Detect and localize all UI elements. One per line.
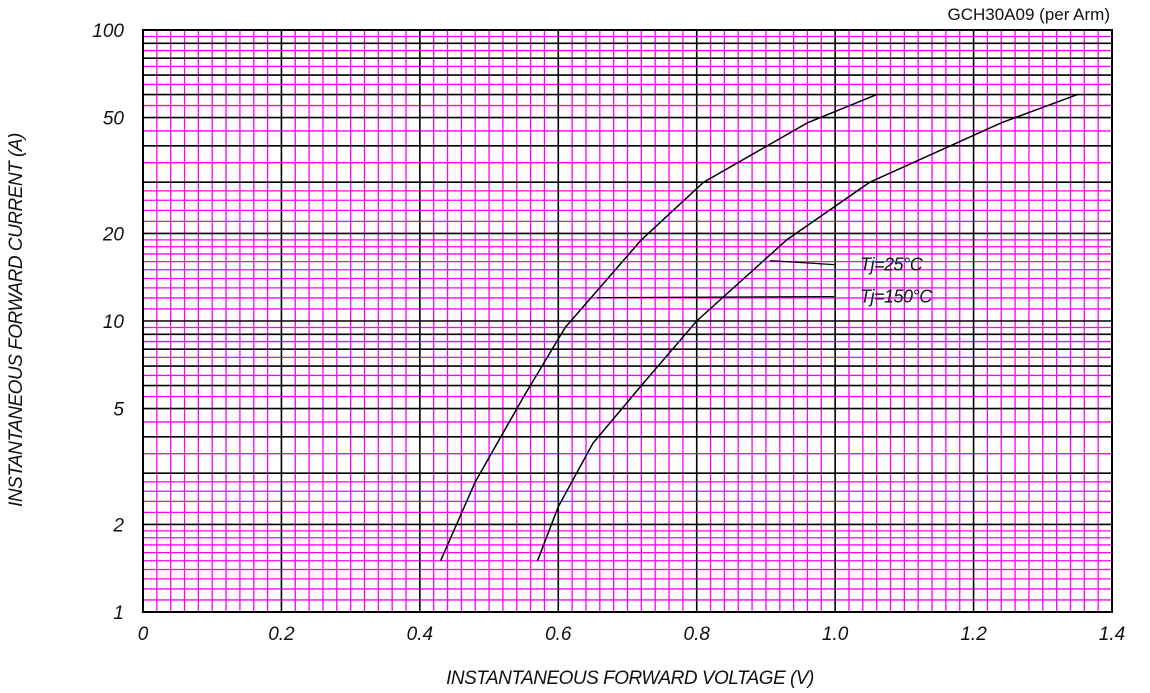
y-tick-label: 10 xyxy=(103,312,125,333)
annotation-label: Tj=25°C xyxy=(860,255,924,275)
x-tick-label: 0.6 xyxy=(545,624,572,645)
y-tick-label: 50 xyxy=(103,109,125,130)
x-tick-label: 0.8 xyxy=(684,624,711,645)
y-tick-label: 20 xyxy=(102,224,125,245)
y-tick-label: 100 xyxy=(92,21,124,42)
annotation-label: Tj=150°C xyxy=(860,287,933,307)
y-axis-title: INSTANTANEOUS FORWARD CURRENT (A) xyxy=(6,133,27,507)
x-tick-label: 1.4 xyxy=(1099,624,1125,645)
x-axis-title: INSTANTANEOUS FORWARD VOLTAGE (V) xyxy=(446,668,814,689)
x-tick-label: 0.2 xyxy=(268,624,295,645)
series-line-1 xyxy=(439,93,877,562)
chart-title: GCH30A09 (per Arm) xyxy=(948,5,1111,24)
x-tick-label: 0.4 xyxy=(407,624,433,645)
annotations: Tj=25°C Tj=150°C xyxy=(596,255,934,307)
series-line-0 xyxy=(536,93,1078,562)
tick-labels: 0 0.2 0.4 0.6 0.8 1.0 1.2 1.4 1 2 5 10 20 50 100 xyxy=(92,21,1125,645)
plot-frame xyxy=(142,29,1113,613)
curves xyxy=(439,93,1078,562)
y-tick-label: 2 xyxy=(112,515,124,536)
y-tick-label: 1 xyxy=(113,603,124,624)
y-tick-label: 5 xyxy=(113,400,124,421)
grid xyxy=(142,29,1113,613)
x-tick-label: 0 xyxy=(138,624,149,645)
x-tick-label: 1.0 xyxy=(822,624,849,645)
annotation-leader xyxy=(769,259,835,266)
annotation-leader xyxy=(596,295,835,299)
x-tick-label: 1.2 xyxy=(960,624,987,645)
